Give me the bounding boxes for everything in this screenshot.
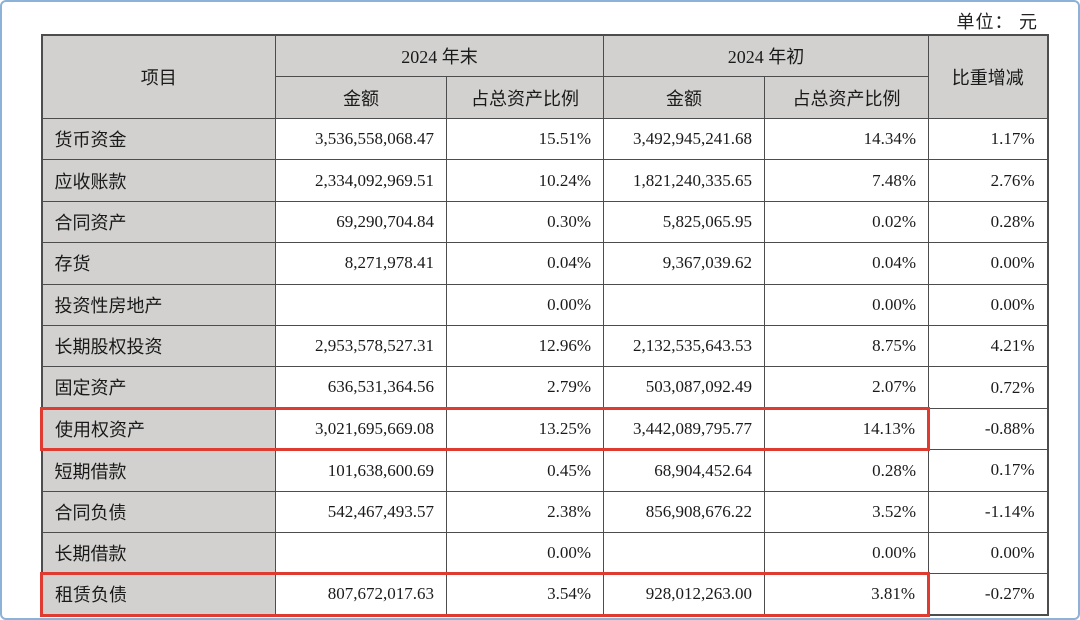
cell-end-amount: 636,531,364.56	[275, 366, 447, 409]
cell-end-amount: 101,638,600.69	[275, 449, 447, 492]
cell-begin-ratio: 0.04%	[764, 242, 929, 285]
header-row-groups: 项目 2024 年末 2024 年初 比重增减	[41, 34, 1048, 119]
cell-begin-amount: 1,821,240,335.65	[603, 159, 765, 202]
cell-end-amount: 3,021,695,669.08	[275, 406, 447, 452]
cell-change: 4.21%	[928, 324, 1048, 368]
header-item: 项目	[41, 34, 276, 119]
table-row-contract-assets: 合同资产 69,290,704.84 0.30% 5,825,065.95 0.…	[41, 200, 1048, 244]
cell-begin-ratio: 3.81%	[764, 572, 930, 617]
cell-begin-amount	[603, 283, 765, 326]
cell-begin-amount: 2,132,535,643.53	[603, 324, 765, 368]
table-row-lease-liabilities-highlighted: 租赁负债 807,672,017.63 3.54% 928,012,263.00…	[40, 572, 1048, 617]
cell-begin-ratio: 8.75%	[764, 324, 929, 368]
cell-item: 使用权资产	[40, 406, 276, 452]
cell-change: 0.00%	[928, 242, 1048, 285]
cell-begin-amount: 3,492,945,241.68	[603, 117, 765, 161]
cell-end-ratio: 12.96%	[446, 324, 604, 368]
table-row-accounts-receivable: 应收账款 2,334,092,969.51 10.24% 1,821,240,3…	[41, 159, 1048, 202]
cell-change: 2.76%	[928, 159, 1048, 202]
cell-change: 0.28%	[928, 200, 1048, 244]
cell-end-ratio: 0.04%	[446, 242, 604, 285]
header-period-end: 2024 年末	[275, 34, 604, 77]
cell-end-ratio: 13.25%	[446, 406, 604, 452]
cell-change: 0.00%	[928, 531, 1048, 575]
cell-change: 0.00%	[928, 283, 1048, 326]
cell-item: 合同资产	[41, 200, 276, 244]
asset-composition-table: 项目 2024 年末 2024 年初 比重增减 金额 占总资产比例 金额 占总资…	[40, 34, 1049, 617]
cell-change: 1.17%	[928, 117, 1048, 161]
header-end-ratio: 占总资产比例	[446, 76, 604, 119]
cell-item: 长期借款	[41, 531, 276, 575]
cell-begin-amount: 3,442,089,795.77	[603, 406, 765, 452]
header-row-sub: 金额 占总资产比例 金额 占总资产比例	[42, 76, 1048, 119]
cell-end-amount	[275, 283, 447, 326]
cell-item: 存货	[41, 242, 276, 285]
asset-composition-table-wrap: 项目 2024 年末 2024 年初 比重增减 金额 占总资产比例 金额 占总资…	[40, 34, 1049, 617]
header-end-amount: 金额	[275, 76, 447, 119]
cell-item: 货币资金	[41, 117, 276, 161]
cell-end-ratio: 10.24%	[446, 159, 604, 202]
cell-item: 应收账款	[41, 159, 276, 202]
table-row-monetary-funds: 货币资金 3,536,558,068.47 15.51% 3,492,945,2…	[41, 117, 1048, 161]
cell-change: 0.17%	[928, 449, 1048, 492]
table-row-fixed-assets: 固定资产 636,531,364.56 2.79% 503,087,092.49…	[41, 366, 1048, 409]
table-row-investment-property: 投资性房地产 0.00% 0.00% 0.00%	[41, 283, 1048, 326]
cell-end-ratio: 0.00%	[446, 283, 604, 326]
cell-end-amount: 8,271,978.41	[275, 242, 447, 285]
cell-change: -0.88%	[928, 407, 1048, 451]
cell-begin-ratio: 2.07%	[764, 366, 929, 409]
cell-end-amount: 2,953,578,527.31	[275, 324, 447, 368]
cell-begin-ratio: 0.02%	[764, 200, 929, 244]
cell-end-ratio: 2.79%	[446, 366, 604, 409]
cell-begin-amount: 68,904,452.64	[603, 449, 765, 492]
table-row-short-term-borrowings: 短期借款 101,638,600.69 0.45% 68,904,452.64 …	[41, 449, 1048, 492]
cell-begin-amount: 503,087,092.49	[603, 366, 765, 409]
header-change: 比重增减	[928, 34, 1048, 119]
cell-item: 投资性房地产	[41, 283, 276, 326]
cell-begin-ratio: 14.34%	[764, 117, 929, 161]
cell-end-amount: 542,467,493.57	[275, 490, 447, 533]
cell-begin-ratio: 0.00%	[764, 283, 929, 326]
cell-end-ratio: 0.45%	[446, 449, 604, 492]
header-begin-amount: 金额	[603, 76, 765, 119]
cell-begin-amount	[603, 531, 765, 575]
table-row-long-term-borrowings: 长期借款 0.00% 0.00% 0.00%	[41, 531, 1048, 575]
cell-item: 固定资产	[41, 366, 276, 409]
cell-item: 合同负债	[41, 490, 276, 533]
cell-end-amount: 3,536,558,068.47	[275, 117, 447, 161]
cell-end-amount	[275, 531, 447, 575]
cell-change: -0.27%	[928, 573, 1048, 616]
cell-end-ratio: 0.00%	[446, 531, 604, 575]
cell-begin-amount: 856,908,676.22	[603, 490, 765, 533]
cell-end-amount: 2,334,092,969.51	[275, 159, 447, 202]
cell-item: 长期股权投资	[41, 324, 276, 368]
cell-end-ratio: 0.30%	[446, 200, 604, 244]
cell-end-ratio: 2.38%	[446, 490, 604, 533]
cell-begin-ratio: 0.28%	[764, 449, 929, 492]
cell-begin-amount: 9,367,039.62	[603, 242, 765, 285]
cell-begin-ratio: 7.48%	[764, 159, 929, 202]
cell-change: 0.72%	[928, 366, 1048, 409]
cell-item: 租赁负债	[40, 572, 276, 617]
table-row-long-term-equity-investment: 长期股权投资 2,953,578,527.31 12.96% 2,132,535…	[41, 324, 1048, 368]
cell-end-ratio: 3.54%	[446, 572, 604, 617]
cell-begin-amount: 5,825,065.95	[603, 200, 765, 244]
header-period-begin: 2024 年初	[603, 34, 929, 77]
header-begin-ratio: 占总资产比例	[764, 76, 929, 119]
cell-item: 短期借款	[41, 449, 276, 492]
cell-begin-ratio: 0.00%	[764, 531, 929, 575]
cell-begin-ratio: 14.13%	[764, 406, 930, 452]
table-row-inventory: 存货 8,271,978.41 0.04% 9,367,039.62 0.04%…	[41, 242, 1048, 285]
cell-begin-ratio: 3.52%	[764, 490, 929, 533]
cell-change: -1.14%	[928, 490, 1048, 533]
cell-end-ratio: 15.51%	[446, 117, 604, 161]
unit-label: 单位： 元	[956, 12, 1038, 32]
cell-end-amount: 807,672,017.63	[275, 572, 447, 617]
cell-end-amount: 69,290,704.84	[275, 200, 447, 244]
table-row-contract-liabilities: 合同负债 542,467,493.57 2.38% 856,908,676.22…	[41, 490, 1048, 533]
table-row-right-of-use-assets-highlighted: 使用权资产 3,021,695,669.08 13.25% 3,442,089,…	[40, 406, 1048, 452]
cell-begin-amount: 928,012,263.00	[603, 572, 765, 617]
